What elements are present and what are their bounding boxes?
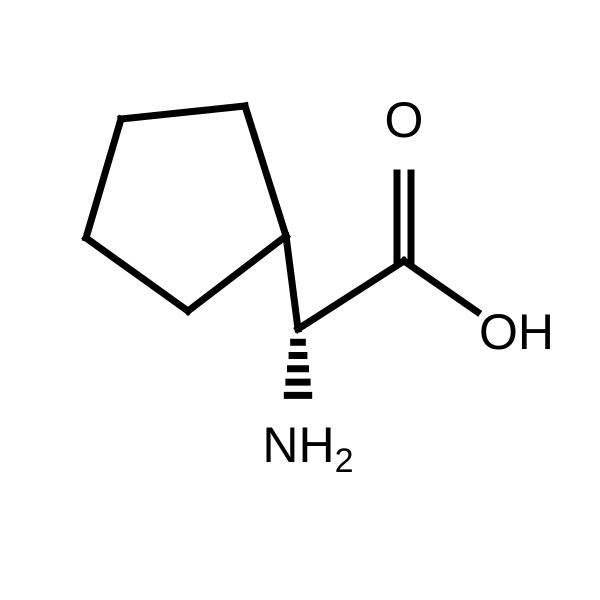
atom-label-oxygen_double: O (385, 92, 424, 148)
bond-single (121, 106, 245, 119)
bond-single (286, 236, 298, 329)
atom-label-amine: NH2 (262, 417, 353, 480)
bond-single (404, 261, 477, 312)
atom-label-hydroxyl: OH (479, 304, 554, 360)
bond-single (245, 106, 286, 236)
bond-single (188, 236, 286, 311)
bond-single (86, 119, 121, 238)
bond-single (298, 261, 404, 329)
bond-single (86, 238, 188, 311)
amine-label-main: NH (262, 417, 334, 473)
amine-label-subscript: 2 (335, 442, 354, 480)
molecule-diagram: O OH NH2 (0, 0, 600, 600)
